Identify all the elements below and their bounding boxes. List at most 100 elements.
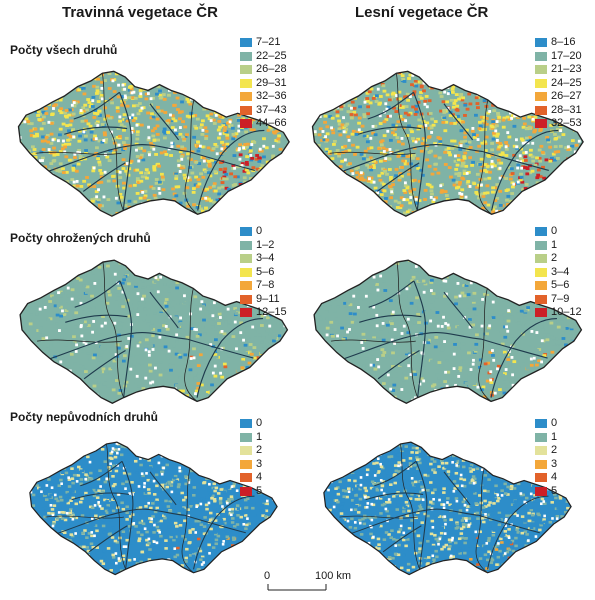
legend-grassland-threatened-species: 0 1–2 3–4 5–6 7–8 9–11 12–15 xyxy=(240,225,287,320)
legend-class-label: 29–31 xyxy=(256,76,287,89)
country-border xyxy=(17,70,290,217)
river-line xyxy=(368,280,415,308)
river-line xyxy=(82,162,126,192)
map-forest-all-species xyxy=(311,70,584,217)
legend-class-label: 22–25 xyxy=(256,49,287,62)
legend-class-label: 9–11 xyxy=(256,292,280,305)
legend-swatch xyxy=(535,486,547,496)
river-line xyxy=(415,461,428,570)
legend-swatch xyxy=(240,92,252,102)
country-border xyxy=(323,441,572,576)
region-boundary xyxy=(37,339,122,343)
legend-item: 3 xyxy=(240,458,262,472)
river-line xyxy=(74,280,121,308)
legend-swatch xyxy=(240,308,252,318)
legend-class-label: 3–4 xyxy=(551,265,570,278)
legend-item: 0 xyxy=(535,417,557,431)
legend-swatch xyxy=(240,65,252,75)
legend-item: 5–6 xyxy=(240,266,287,280)
legend-swatch xyxy=(240,267,252,277)
legend-item: 7–21 xyxy=(240,36,287,50)
legend-swatch xyxy=(535,267,547,277)
row-label-threatened-species: Počty ohrožených druhů xyxy=(10,231,151,245)
river-line xyxy=(359,314,422,323)
legend-item: 2 xyxy=(535,252,582,266)
river-line xyxy=(382,525,422,553)
legend-item: 12–15 xyxy=(240,306,287,320)
legend-item: 3–4 xyxy=(240,252,287,266)
legend-class-label: 7–8 xyxy=(256,279,275,291)
legend-class-label: 1 xyxy=(256,430,263,443)
column-title-grassland: Travinná vegetace ČR xyxy=(62,4,218,21)
column-title-forest: Lesní vegetace ČR xyxy=(355,4,489,21)
row-label-alien-species: Počty nepůvodních druhů xyxy=(10,410,159,424)
legend-class-label: 0 xyxy=(256,225,263,237)
river-line xyxy=(487,495,549,570)
legend-item: 3–4 xyxy=(535,266,582,280)
legend-item: 44–66 xyxy=(240,117,287,131)
legend-item: 1–2 xyxy=(240,239,287,253)
river-line xyxy=(196,317,263,398)
legend-swatch xyxy=(535,92,547,102)
legend-class-label: 2 xyxy=(256,444,263,456)
legend-item: 26–28 xyxy=(240,63,287,77)
legend-class-label: 1 xyxy=(551,238,558,251)
legend-swatch xyxy=(535,254,547,264)
region-boundary xyxy=(329,151,416,155)
legend-swatch xyxy=(240,473,252,483)
legend-swatch xyxy=(535,105,547,115)
region-boundary xyxy=(400,443,420,570)
map-grassland-alien-species xyxy=(29,441,278,576)
river-line xyxy=(71,492,130,501)
river-line xyxy=(118,92,132,211)
legend-forest-all-species: 8–16 17–20 21–23 24–25 26–27 28–31 32–53 xyxy=(535,36,582,131)
legend-class-label: 5–6 xyxy=(256,265,275,278)
legend-class-label: 7–21 xyxy=(256,36,281,48)
legend-forest-threatened-species: 0 1 2 3–4 5–6 7–9 10–12 xyxy=(535,225,582,320)
river-line xyxy=(365,492,424,501)
legend-class-label: 26–28 xyxy=(256,63,287,75)
legend-class-label: 26–27 xyxy=(551,90,582,102)
legend-class-label: 1–2 xyxy=(256,238,275,251)
legend-swatch xyxy=(240,432,252,442)
legend-item: 7–8 xyxy=(240,279,287,293)
region-boundary xyxy=(478,99,492,215)
region-boundary xyxy=(475,468,488,574)
region-boundary xyxy=(35,151,122,155)
legend-item: 10–12 xyxy=(535,306,582,320)
river-line xyxy=(193,495,255,570)
legend-item: 21–23 xyxy=(535,63,582,77)
river-line xyxy=(377,350,420,380)
legend-swatch xyxy=(240,254,252,264)
region-boundary xyxy=(396,261,418,398)
legend-swatch xyxy=(535,240,547,250)
legend-item: 5 xyxy=(240,485,262,499)
river-line xyxy=(73,91,120,120)
map-forest-alien-species xyxy=(323,441,572,576)
legend-class-label: 28–31 xyxy=(551,103,582,116)
river-line xyxy=(80,460,123,487)
legend-swatch xyxy=(535,38,547,48)
legend-class-label: 2 xyxy=(551,252,558,264)
legend-item: 1 xyxy=(240,431,262,445)
river-line xyxy=(443,103,474,141)
legend-item: 0 xyxy=(535,225,582,239)
legend-class-label: 8–16 xyxy=(551,36,576,48)
legend-class-label: 24–25 xyxy=(551,76,582,89)
region-boundary xyxy=(101,73,124,211)
legend-item: 24–25 xyxy=(535,77,582,91)
legend-item: 9–11 xyxy=(240,293,287,307)
legend-item: 3 xyxy=(535,458,557,472)
legend-swatch xyxy=(240,38,252,48)
legend-item: 5–6 xyxy=(535,279,582,293)
legend-swatch xyxy=(535,65,547,75)
river-line xyxy=(88,525,128,553)
legend-swatch xyxy=(240,281,252,291)
river-line xyxy=(64,126,128,135)
region-boundary xyxy=(339,515,418,519)
river-line xyxy=(358,126,422,135)
legend-item: 22–25 xyxy=(240,50,287,64)
legend-swatch xyxy=(240,486,252,496)
legend-swatch xyxy=(240,419,252,429)
